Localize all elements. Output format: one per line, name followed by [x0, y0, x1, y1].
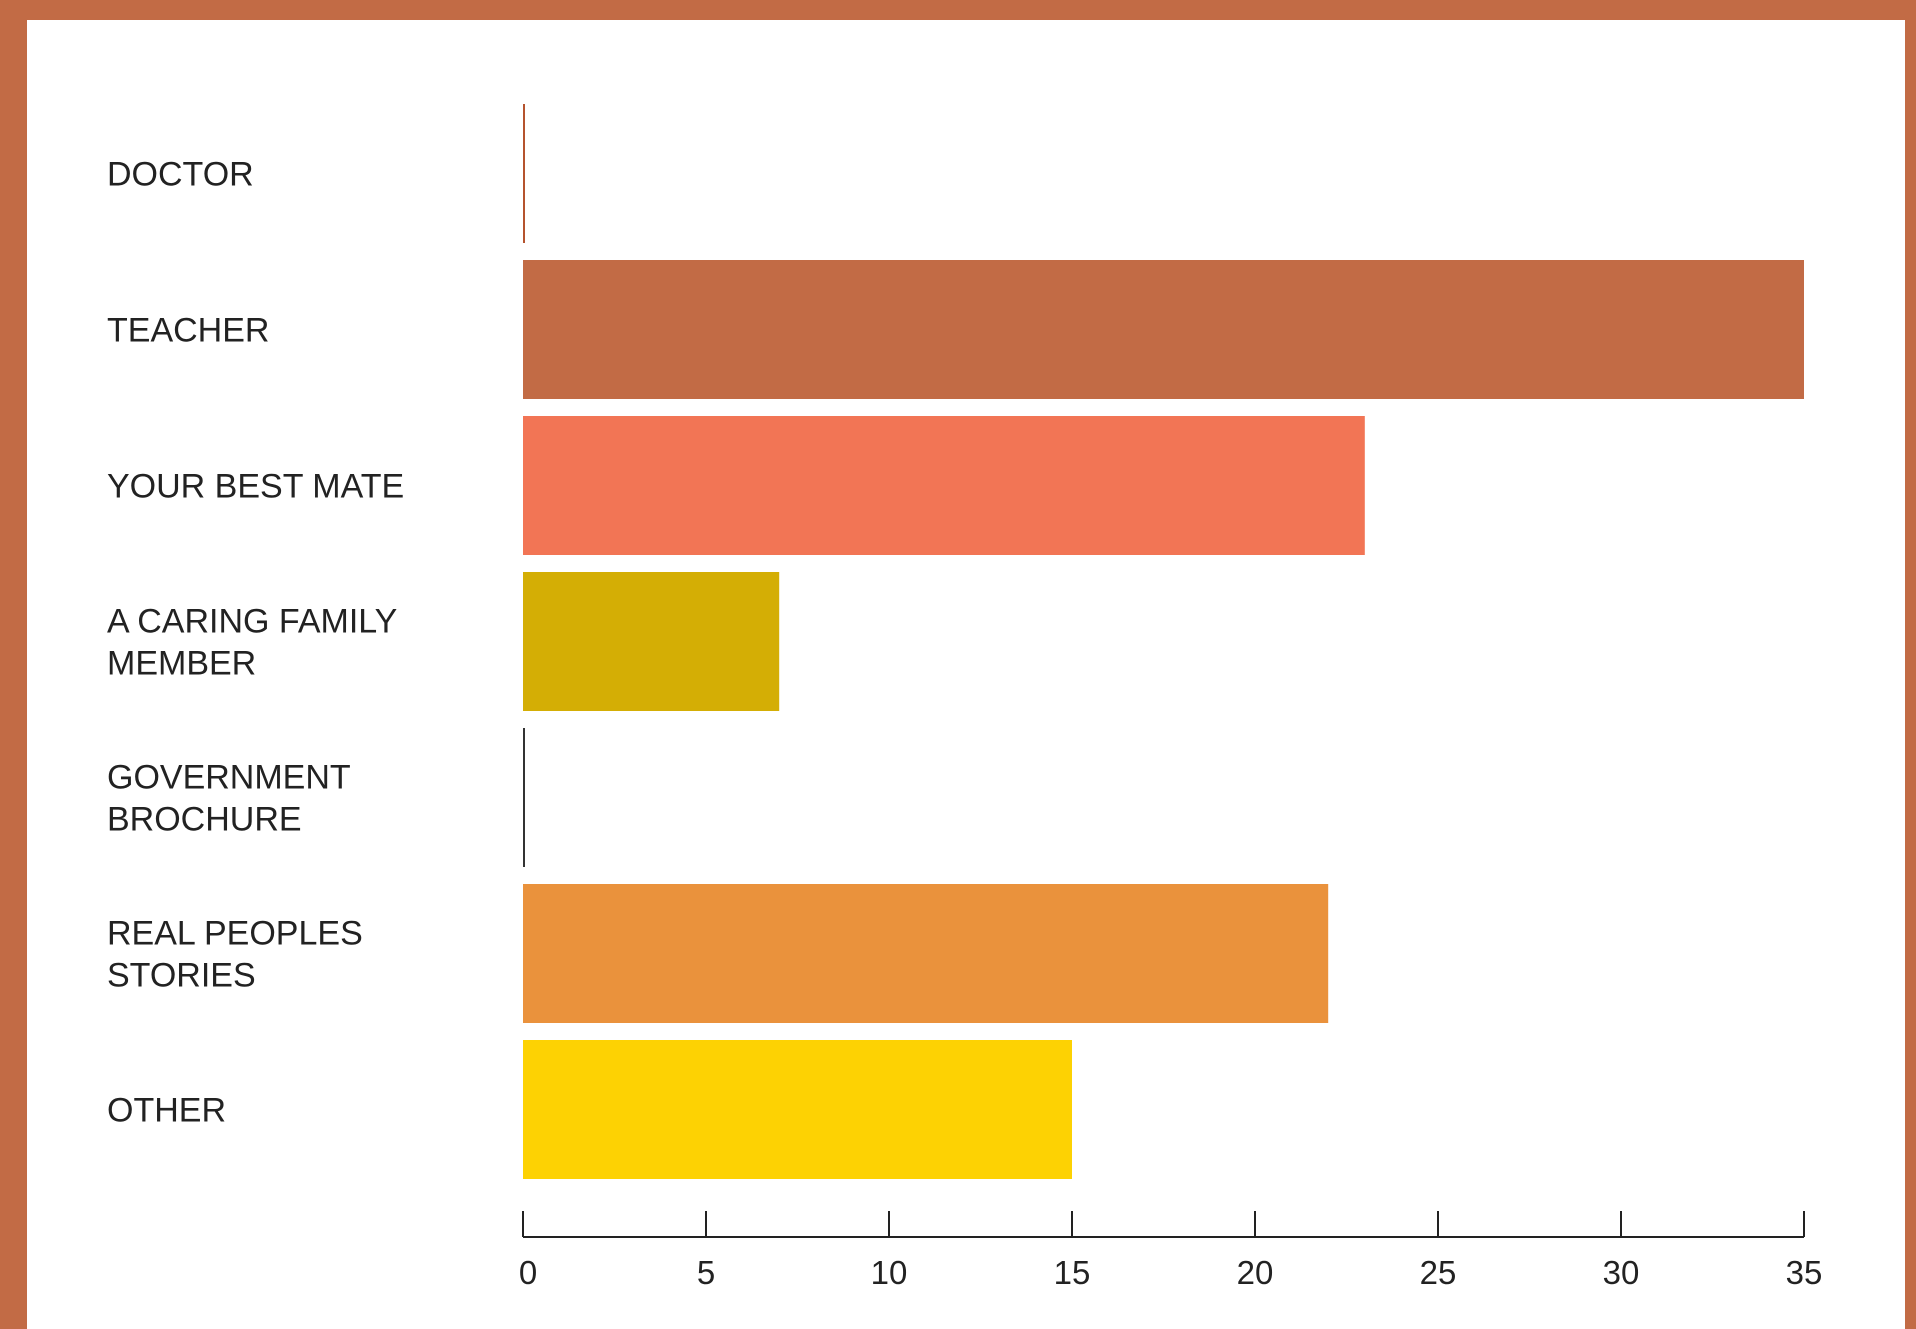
bars — [523, 104, 1804, 1179]
category-label-your-best-mate: YOUR BEST MATE — [107, 468, 404, 506]
category-label-doctor: DOCTOR — [107, 156, 254, 194]
x-axis: 0 5 10 15 20 25 30 35 — [519, 1211, 1823, 1291]
x-tick-label-0: 0 — [519, 1254, 537, 1291]
category-label-government-brochure: GOVERNMENT BROCHURE — [107, 759, 351, 839]
x-tick-label-35: 35 — [1786, 1254, 1823, 1291]
bar-chart: DOCTOR TEACHER YOUR BEST MATE A CARING FAMI… — [107, 104, 1823, 1291]
bar-government-brochure — [523, 728, 525, 867]
x-tick-label-25: 25 — [1420, 1254, 1457, 1291]
category-label-a-caring-family-member: A CARING FAMILY MEMBER — [107, 603, 397, 683]
bar-real-peoples-stories — [523, 884, 1329, 1023]
bar-teacher — [523, 260, 1804, 399]
x-tick-label-30: 30 — [1603, 1254, 1640, 1291]
category-label-other: OTHER — [107, 1092, 226, 1130]
category-label-real-peoples-stories: REAL PEOPLES STORIES — [107, 915, 363, 995]
x-tick-label-15: 15 — [1054, 1254, 1091, 1291]
x-tick-label-20: 20 — [1237, 1254, 1274, 1291]
x-tick-label-10: 10 — [871, 1254, 908, 1291]
bar-other — [523, 1040, 1072, 1179]
bar-your-best-mate — [523, 416, 1365, 555]
bar-a-caring-family-member — [523, 572, 780, 711]
chart-frame: DOCTOR TEACHER YOUR BEST MATE A CARING FAMI… — [27, 20, 1905, 1329]
bar-doctor — [523, 104, 525, 243]
category-label-teacher: TEACHER — [107, 312, 269, 350]
x-tick-label-5: 5 — [697, 1254, 715, 1291]
category-labels: DOCTOR TEACHER YOUR BEST MATE A CARING FAMI… — [107, 156, 404, 1130]
